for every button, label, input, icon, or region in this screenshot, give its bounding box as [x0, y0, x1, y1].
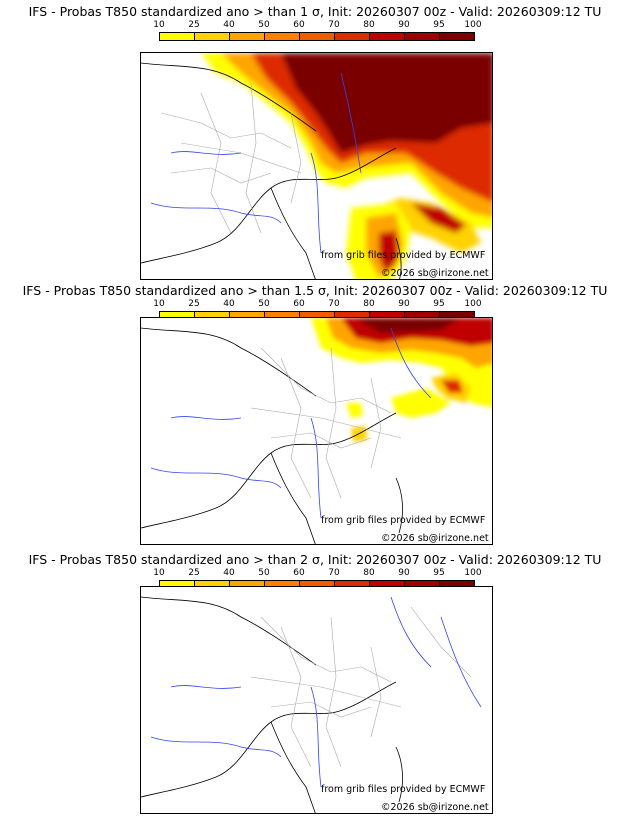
probability-field: [201, 53, 492, 279]
rivers: [150, 72, 362, 254]
tick-label: 25: [188, 568, 200, 578]
colorbar-segment: [439, 33, 474, 40]
tick-label: 80: [363, 299, 375, 309]
colorbar-segment: [299, 581, 334, 588]
colorbar-segment: [334, 312, 369, 319]
tick-label: 95: [433, 20, 445, 30]
colorbar-segment: [229, 581, 264, 588]
tick-label: 100: [464, 299, 482, 309]
map-area: from grib files provided by ECMWF ©2026 …: [140, 317, 493, 545]
coastlines: [141, 327, 403, 544]
colorbar-strip: [159, 32, 475, 41]
tick-label: 10: [153, 20, 165, 30]
tick-label: 40: [223, 299, 235, 309]
colorbar-segment: [160, 581, 194, 588]
colorbar-segment: [229, 312, 264, 319]
panel-title: IFS - Probas T850 standardized ano > tha…: [28, 552, 602, 567]
colorbar-segment: [439, 312, 474, 319]
map-area: from grib files provided by ECMWF ©2026 …: [140, 52, 493, 280]
copyright: ©2026 sb@irizone.net: [381, 802, 489, 813]
tick-label: 60: [293, 20, 305, 30]
tick-label: 70: [328, 299, 340, 309]
rivers: [150, 596, 482, 788]
map-canvas: [141, 596, 482, 813]
copyright: ©2026 sb@irizone.net: [381, 533, 489, 544]
colorbar-segment: [369, 312, 404, 319]
tick-label: 40: [223, 568, 235, 578]
colorbar-segment: [160, 33, 194, 40]
admin-borders: [250, 347, 402, 499]
tick-label: 80: [363, 568, 375, 578]
tick-label: 70: [328, 20, 340, 30]
tick-label: 50: [258, 20, 270, 30]
tick-label: 70: [328, 568, 340, 578]
colorbar-segment: [194, 312, 229, 319]
colorbar-ticks: 10 25 40 50 60 70 80 90 95 100: [153, 299, 481, 310]
map-area: from grib files provided by ECMWF ©2026 …: [140, 586, 493, 814]
tick-label: 100: [464, 20, 482, 30]
tick-label: 10: [153, 299, 165, 309]
colorbar-segment: [369, 581, 404, 588]
colorbar-segment: [404, 33, 439, 40]
admin-borders: [250, 606, 472, 768]
tick-label: 25: [188, 20, 200, 30]
colorbar-segment: [299, 312, 334, 319]
colorbar: 10 25 40 50 60 70 80 90 95 100: [153, 299, 482, 326]
panel-title: IFS - Probas T850 standardized ano > tha…: [28, 4, 602, 19]
colorbar-segment: [369, 33, 404, 40]
tick-label: 40: [223, 20, 235, 30]
tick-label: 90: [398, 568, 410, 578]
tick-label: 100: [464, 568, 482, 578]
tick-label: 25: [188, 299, 200, 309]
map-canvas: [141, 53, 492, 279]
source-credit: from grib files provided by ECMWF: [321, 515, 486, 526]
colorbar: 10 25 40 50 60 70 80 90 95 100: [153, 20, 482, 47]
colorbar-segment: [264, 33, 299, 40]
tick-label: 60: [293, 568, 305, 578]
tick-label: 95: [433, 299, 445, 309]
copyright: ©2026 sb@irizone.net: [381, 268, 489, 279]
colorbar-segment: [404, 312, 439, 319]
colorbar-segment: [299, 33, 334, 40]
coastlines: [141, 596, 403, 813]
colorbar-segment: [334, 33, 369, 40]
source-credit: from grib files provided by ECMWF: [321, 250, 486, 261]
source-credit: from grib files provided by ECMWF: [321, 784, 486, 795]
tick-label: 90: [398, 20, 410, 30]
tick-label: 50: [258, 299, 270, 309]
colorbar-segment: [439, 581, 474, 588]
colorbar-segment: [334, 581, 369, 588]
tick-label: 50: [258, 568, 270, 578]
tick-label: 80: [363, 20, 375, 30]
colorbar-segment: [264, 312, 299, 319]
colorbar-segment: [194, 581, 229, 588]
tick-label: 10: [153, 568, 165, 578]
probability-field: [311, 318, 492, 442]
map-canvas: [141, 318, 492, 544]
rivers: [150, 327, 432, 519]
tick-label: 60: [293, 299, 305, 309]
colorbar-segment: [194, 33, 229, 40]
colorbar-segment: [160, 312, 194, 319]
colorbar-ticks: 10 25 40 50 60 70 80 90 95 100: [153, 20, 481, 31]
colorbar-segment: [404, 581, 439, 588]
colorbar-segment: [264, 581, 299, 588]
colorbar-strip: [159, 311, 475, 320]
panel-title: IFS - Probas T850 standardized ano > tha…: [22, 283, 608, 298]
tick-label: 95: [433, 568, 445, 578]
colorbar-segment: [229, 33, 264, 40]
tick-label: 90: [398, 299, 410, 309]
colorbar-ticks: 10 25 40 50 60 70 80 90 95 100: [153, 568, 481, 579]
